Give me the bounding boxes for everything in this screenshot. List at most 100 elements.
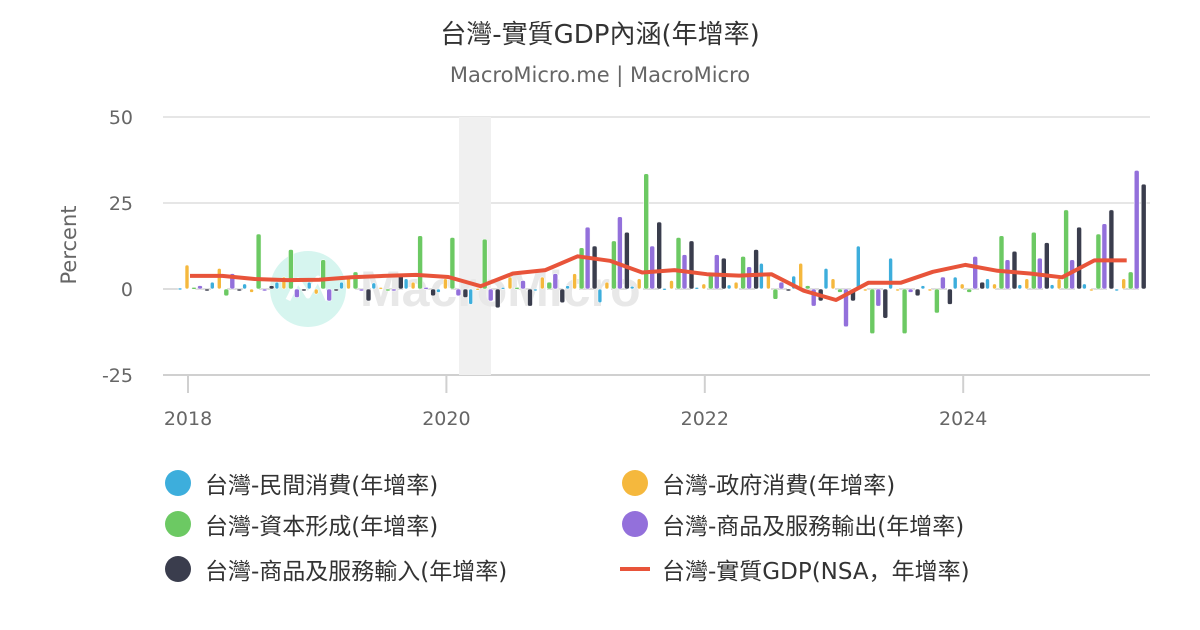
bar (210, 281, 215, 290)
bar (384, 288, 391, 292)
bar (798, 262, 804, 290)
bar (443, 278, 448, 290)
bar (184, 264, 190, 290)
legend-item-imports[interactable]: 台灣-商品及服務輸入(年增率) (165, 552, 507, 586)
bar (1044, 242, 1050, 290)
bar (527, 288, 533, 307)
bar (785, 288, 792, 292)
bar (242, 283, 247, 290)
bar (1133, 170, 1140, 290)
y-axis: 50 25 0 -25 (102, 107, 133, 387)
bar (1140, 183, 1147, 290)
x-tick-label: 2020 (422, 408, 470, 430)
bar (920, 285, 926, 290)
bar (177, 287, 183, 291)
bar (947, 288, 953, 305)
bar (339, 281, 344, 290)
legend-item-exports[interactable]: 台灣-商品及服務輸出(年增率) (622, 507, 964, 541)
bar (649, 245, 656, 290)
bar (532, 288, 538, 292)
bar (539, 276, 545, 290)
x-axis: 2018 2020 2022 2024 (164, 375, 987, 430)
bar (597, 288, 603, 304)
bar (998, 235, 1005, 290)
legend-item-government-consumption[interactable]: 台灣-政府消費(年增率) (622, 466, 895, 500)
bar (326, 288, 333, 302)
bar (591, 245, 598, 290)
bar (255, 233, 262, 290)
bar (487, 288, 494, 302)
chart-title: 台灣-實質GDP內涵(年增率) (440, 20, 760, 50)
bar (843, 288, 849, 328)
bar (552, 273, 559, 290)
y-tick-label: -25 (102, 365, 133, 387)
legend-dot-icon (622, 511, 648, 537)
legend-label: 台灣-實質GDP(NSA，年增率) (662, 559, 970, 585)
bar (430, 288, 436, 297)
bar (294, 288, 300, 298)
bar (927, 288, 933, 292)
x-tick-label: 2024 (939, 408, 987, 430)
bar (662, 288, 667, 291)
legend-item-real-gdp[interactable]: 台灣-實質GDP(NSA，年增率) (620, 552, 970, 586)
bar (191, 286, 197, 290)
bar (1056, 278, 1062, 290)
bar (688, 240, 695, 290)
bar (753, 249, 759, 290)
bar (197, 285, 203, 290)
bar (468, 288, 474, 305)
legend-label: 台灣-資本形成(年增率) (205, 514, 439, 540)
bar (514, 286, 520, 290)
bar (455, 288, 462, 297)
legend-label: 台灣-民間消費(年增率) (205, 473, 439, 499)
bar (313, 288, 319, 295)
bar (629, 285, 635, 290)
bar (1017, 284, 1023, 290)
bar (869, 288, 876, 335)
bar (1121, 278, 1126, 290)
bar (985, 278, 990, 290)
bar (895, 288, 900, 292)
bar (352, 271, 359, 290)
bar (1127, 271, 1134, 290)
bar (423, 286, 429, 290)
bar (1024, 278, 1030, 290)
bar (1076, 226, 1082, 290)
bar (1089, 288, 1094, 292)
bar (436, 288, 441, 293)
bar (1049, 284, 1055, 290)
bar (204, 288, 210, 292)
bar (914, 288, 921, 297)
bar (288, 249, 294, 290)
legend-dot-icon (165, 556, 191, 582)
bar (390, 288, 397, 292)
bar (507, 276, 513, 290)
bar (823, 268, 829, 290)
bar (261, 288, 268, 292)
bar (249, 288, 254, 293)
bar (617, 216, 623, 290)
legend-item-capital-formation[interactable]: 台灣-資本形成(年增率) (165, 507, 438, 541)
legend-dot-icon (622, 470, 648, 496)
legend-dot-icon (165, 470, 191, 496)
legend-item-private-consumption[interactable]: 台灣-民間消費(年增率) (165, 466, 438, 500)
bar (378, 286, 384, 290)
bar (972, 256, 979, 290)
bar (217, 268, 222, 290)
bar (656, 221, 663, 290)
bar (500, 286, 506, 290)
bar (462, 288, 469, 298)
bar (707, 274, 714, 290)
bar (572, 273, 577, 290)
bar (274, 281, 280, 290)
legend-label: 台灣-政府消費(年增率) (662, 473, 896, 499)
bar (301, 288, 307, 292)
bar (636, 278, 642, 290)
bar (223, 288, 230, 297)
bar (306, 281, 312, 290)
bar (475, 288, 481, 291)
y-tick-label: 50 (109, 107, 133, 129)
bar (546, 281, 553, 290)
bar (236, 288, 243, 292)
